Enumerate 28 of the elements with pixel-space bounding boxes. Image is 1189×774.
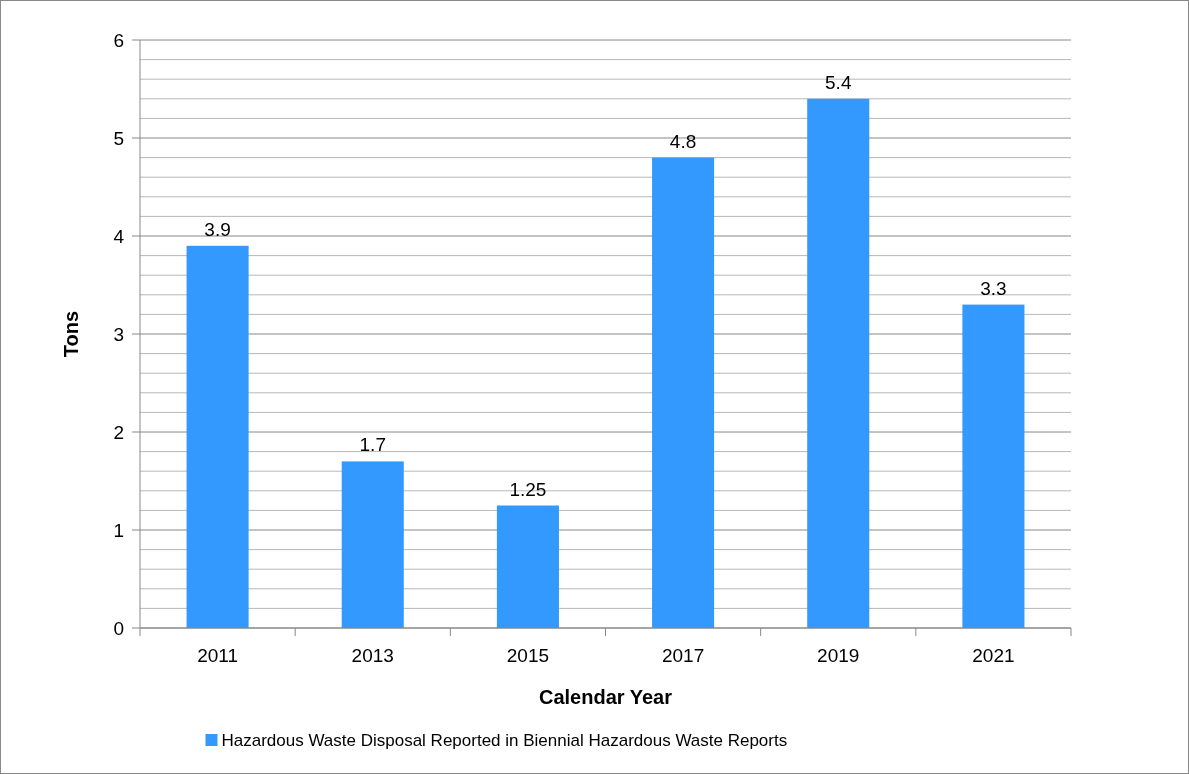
y-tick-label: 2 — [113, 421, 124, 443]
x-tick-label: 2021 — [972, 645, 1015, 666]
data-label: 3.9 — [204, 218, 231, 240]
y-tick-label: 1 — [113, 519, 124, 541]
y-tick-label: 0 — [113, 617, 124, 639]
y-tick-label: 3 — [113, 323, 124, 345]
y-tick-label: 6 — [113, 29, 124, 51]
y-axis-title: Tons — [60, 310, 82, 358]
x-tick-label: 2011 — [197, 645, 239, 666]
bar — [652, 157, 715, 628]
bar — [807, 98, 870, 628]
data-label: 1.25 — [509, 478, 547, 500]
bar — [186, 245, 249, 628]
data-label: 4.8 — [669, 130, 697, 152]
bar — [496, 505, 559, 628]
y-tick-label: 4 — [113, 225, 125, 247]
y-tick-label: 5 — [113, 127, 124, 149]
x-tick-label: 2019 — [817, 645, 860, 666]
data-label: 1.7 — [359, 434, 386, 456]
x-tick-label: 2017 — [661, 645, 705, 666]
data-label: 3.3 — [980, 277, 1007, 299]
legend-label: Hazardous Waste Disposal Reported in Biennial Hazardous Waste Reports — [221, 730, 788, 750]
x-axis-title: Calendar Year — [538, 686, 673, 708]
x-tick-label: 2013 — [351, 645, 394, 666]
bar — [341, 461, 404, 628]
bar — [962, 304, 1025, 628]
x-tick-label: 2015 — [506, 645, 550, 666]
data-label: 5.4 — [825, 71, 852, 93]
